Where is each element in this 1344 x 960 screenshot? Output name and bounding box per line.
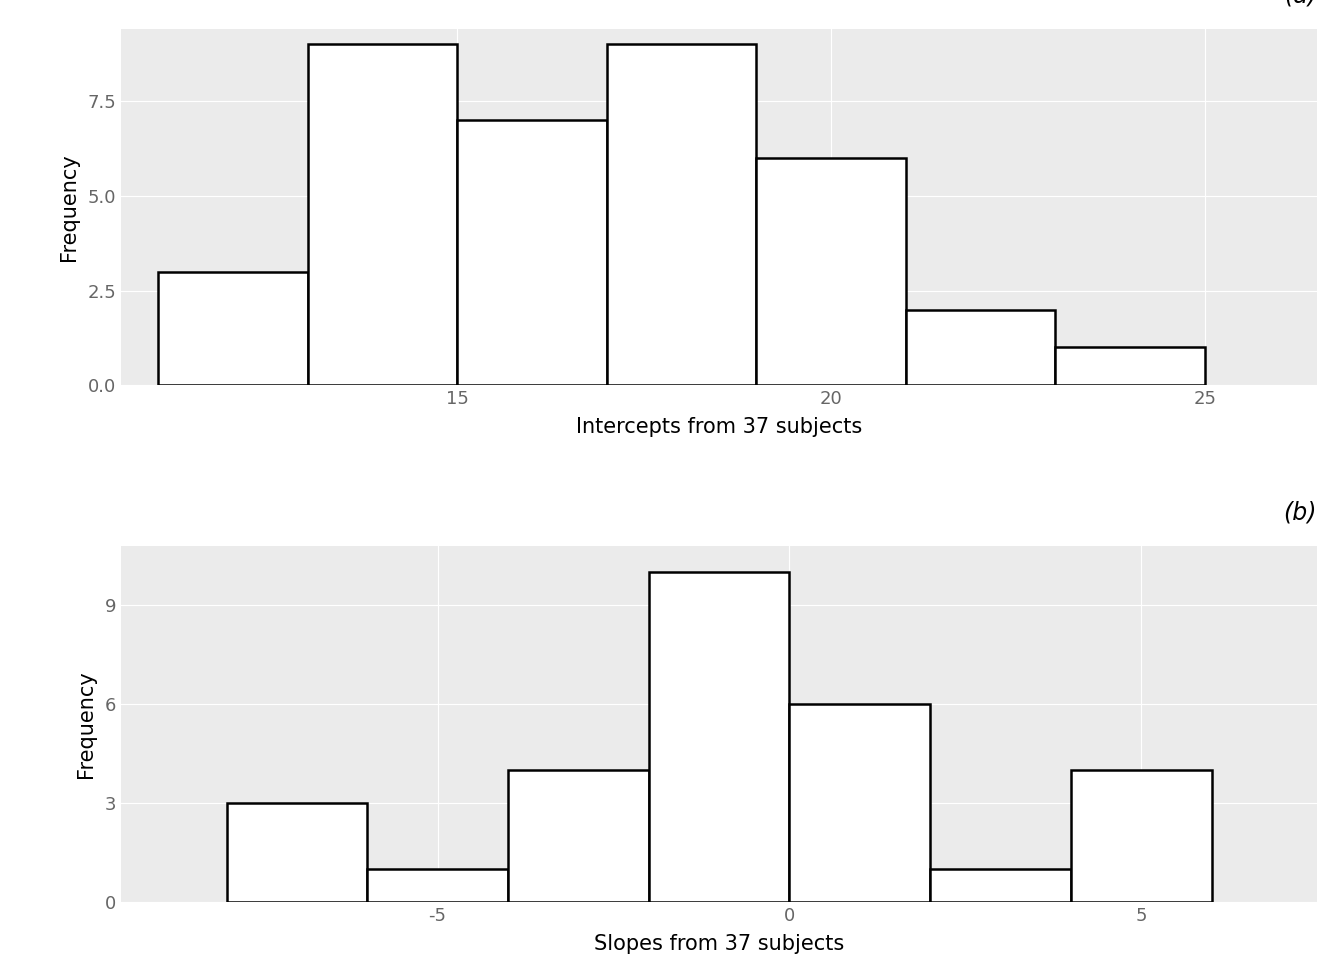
Bar bbox=[930, 870, 1071, 902]
Bar bbox=[757, 157, 906, 385]
Bar bbox=[227, 804, 367, 902]
Bar bbox=[906, 309, 1055, 385]
Y-axis label: Frequency: Frequency bbox=[59, 154, 79, 261]
Bar bbox=[607, 44, 757, 385]
Text: (b): (b) bbox=[1284, 500, 1317, 524]
Bar bbox=[457, 120, 607, 385]
Bar bbox=[649, 572, 789, 902]
Bar bbox=[508, 770, 649, 902]
X-axis label: Slopes from 37 subjects: Slopes from 37 subjects bbox=[594, 933, 844, 953]
Bar bbox=[159, 272, 308, 385]
Bar bbox=[1071, 770, 1211, 902]
X-axis label: Intercepts from 37 subjects: Intercepts from 37 subjects bbox=[577, 417, 862, 437]
Y-axis label: Frequency: Frequency bbox=[77, 670, 97, 778]
Bar bbox=[308, 44, 457, 385]
Bar bbox=[1055, 348, 1206, 385]
Bar bbox=[367, 870, 508, 902]
Bar bbox=[789, 705, 930, 902]
Text: (a): (a) bbox=[1284, 0, 1317, 8]
